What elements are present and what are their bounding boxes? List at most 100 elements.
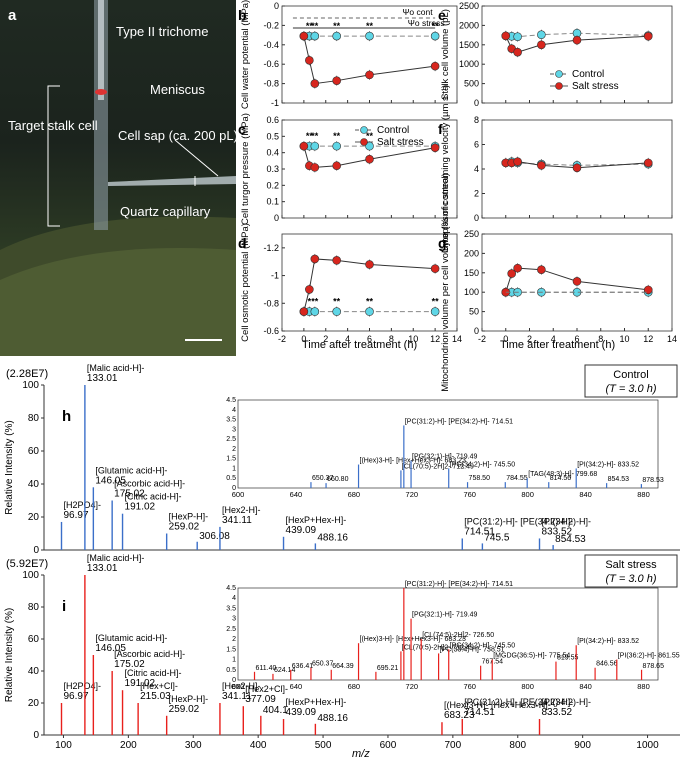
data-point-salt [507,269,516,278]
data-point-salt [430,143,440,153]
inset-peak-label: [PC(31:2)-H]- [PE(34:2)-H]- 714.51 [405,581,513,588]
y-tick-label: 0.6 [266,115,279,125]
inset-peak-label: 854.53 [608,476,630,483]
x-tick-label: 300 [185,740,202,751]
x-tick-label: 6 [574,334,579,344]
data-point-control [537,30,546,40]
significance-mark: ** [333,297,341,307]
significance-mark: ** [333,21,341,31]
y-tick-label: 40 [28,666,40,677]
data-point-salt [501,31,511,41]
y-axis-label: Cytoplasmic streaming velocity (µm s⁻¹) [440,85,451,253]
data-point-control [332,307,341,316]
trichome-stalk [94,0,108,230]
data-point-salt [643,31,653,41]
inset-y-tick-label: 2 [232,636,236,643]
peak-annotation: [HexP+Hex-H]- [286,515,347,525]
inset-peak-label: 878.53 [642,477,664,484]
y-tick-label: -0.4 [263,40,279,50]
x-tick-label: 0 [301,334,306,344]
peak-annotation: [Ascorbic acid-H]- [114,479,185,489]
inset-y-tick-label: 0 [232,677,236,684]
y-tick-label: 60 [28,634,40,645]
significance-mark: ** [311,21,319,31]
y-tick-label: 0 [274,1,279,11]
x-axis-label: m/z [352,748,370,757]
y-tick-label: 4 [474,164,479,174]
x-tick-label: 10 [408,334,418,344]
significance-mark: ** [333,131,341,141]
inset-peak-label: [PC(33:4)-H]- 738.51 [440,646,505,653]
inset-x-tick-label: 680 [348,490,361,499]
panel-letter: i [62,598,66,615]
y-tick-label: 100 [464,287,479,297]
inset-x-tick-label: 680 [348,682,361,691]
inset-peak-label: 611.40 [256,665,277,672]
y-tick-label: 0 [33,730,39,741]
peak-mz-label: 133.01 [87,373,118,384]
y-tick-label: 1500 [459,40,479,50]
x-tick-label: 10 [619,334,629,344]
inset-x-tick-label: 720 [406,682,419,691]
inset-frame [237,587,659,681]
y-tick-label: 20 [28,512,40,523]
inset-y-tick-label: 1 [232,465,236,472]
peak-annotation: [Hex+Cl]- [140,681,178,691]
inset-peak-label: [PG(34:2)-H]- 745.50 [450,642,515,649]
photo-label-trichome: Type II trichome [116,24,208,39]
x-tick-label: 1000 [636,740,659,751]
data-point-salt [365,154,374,164]
data-point-salt [513,47,522,57]
peak-annotation: [H2PO4]- [64,500,102,510]
peak-mz-label: 259.02 [169,704,200,715]
photo-label-capillary: Quartz capillary [120,204,211,219]
y-tick-label: 0 [274,213,279,223]
peak-mz-label: 404.1 [263,705,288,716]
peak-annotation: [HexP-H]- [169,694,209,704]
peak-annotation: [Citric acid-H]- [125,668,182,678]
inset-y-tick-label: 0.5 [226,475,236,482]
peak-annotation: [Hex2-H]- [222,681,261,691]
inset-y-tick-label: 4 [232,407,236,414]
legend-marker [555,82,563,90]
peak-mz-label: 439.09 [286,707,317,718]
peak-mz-label: 833.52 [542,707,573,718]
inset-peak-label: 660.80 [327,476,349,483]
significance-mark: ** [366,297,374,307]
significance-mark: ** [366,131,374,141]
peak-annotation: [Ascorbic acid-H]- [114,649,185,659]
y-tick-label: 200 [464,248,479,258]
chart-layer: b 0 -0.2 -0.4 -0.6 -0.8 -1 Cell water potential… [4,0,680,757]
y-tick-label: 2500 [459,1,479,11]
peak-mz-label: 306.08 [199,531,230,542]
data-point-control [365,31,374,41]
inset-x-tick-label: 600 [232,490,245,499]
peak-annotation: [(Hex)3-H]- [Hex+Hex3-H]- [444,700,551,710]
peak-annotation: [HexP+Hex-H]- [286,697,347,707]
peak-mz-label: 96.97 [64,510,89,521]
y-tick-label: 2000 [459,20,479,30]
panel-f: f 0 2 4 6 8 Cytoplasmic streaming velocity (µm… [438,85,673,253]
significance-mark: * [308,297,312,307]
inset-peak-label: [PG(32:1)-H]- 719.49 [412,454,477,461]
inset-y-tick-label: 2.5 [226,626,236,633]
inset-peak-label: [CL(70:5)-2H]2- 712.49 [402,463,474,470]
inset-peak-label: 664.39 [332,663,354,670]
peak-annotation: [Hex2-H]- [222,505,261,515]
xlabel-left: Time after treatment (h) [302,339,417,351]
condition-box [584,554,678,588]
inset-frame [237,399,659,489]
inset-peak-label: [TAG(48:3)-H]- 799.68 [528,471,597,478]
peak-annotation: [Hex2+Cl]- [245,684,288,694]
data-point-salt [513,157,522,166]
peak-mz-label: 175.02 [114,489,145,500]
data-point-salt [572,35,582,45]
inset-peak-label: 650.37 [312,475,334,482]
x-tick-label: 700 [445,740,462,751]
data-point-salt [310,79,320,88]
y-tick-label: 100 [22,570,39,581]
